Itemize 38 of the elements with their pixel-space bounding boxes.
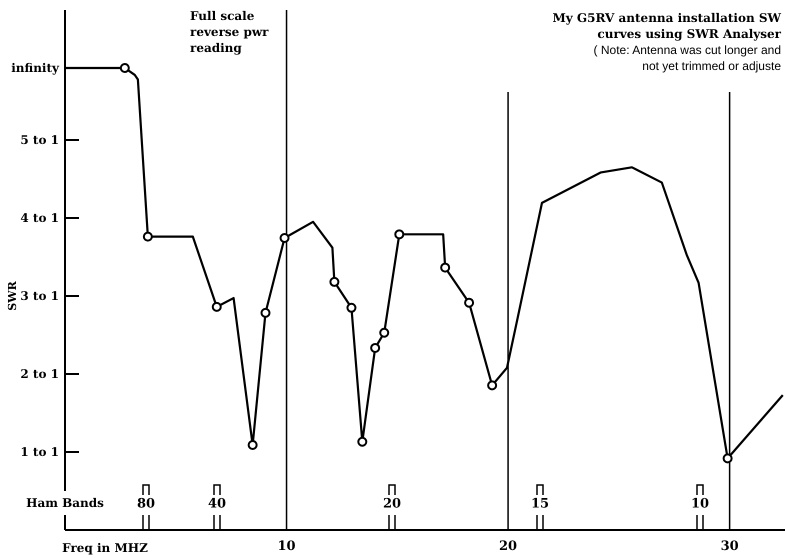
point	[260, 308, 270, 318]
text: 4 to 1	[20, 211, 59, 226]
annotation: 20	[382, 496, 402, 512]
text: 1 to 1	[20, 445, 59, 460]
annotation: 15	[530, 496, 550, 512]
point	[346, 302, 356, 313]
text: Full scale reverse pwr reading	[190, 9, 270, 55]
point	[357, 436, 368, 447]
x-axis-title: Freq in MHZ	[62, 541, 148, 555]
text: infinity	[11, 61, 60, 76]
point	[394, 229, 404, 240]
annotation: 80	[136, 496, 156, 512]
y-axis-title: SWR	[6, 280, 19, 311]
text: ( Note: Antenna was cut longer and	[594, 43, 781, 57]
point	[120, 63, 130, 73]
text: 3 to 1	[20, 289, 59, 304]
annotation: 10	[690, 496, 710, 512]
point	[248, 440, 258, 450]
point	[464, 298, 474, 308]
annotation: Ham Bands	[26, 496, 104, 510]
point	[379, 328, 390, 338]
point	[329, 276, 340, 287]
annotation: not yet trimmed or adjuste	[642, 59, 782, 73]
text: 5 to 1	[20, 133, 59, 148]
x-tick-label: 20	[499, 539, 518, 554]
text: 2 to 1	[20, 367, 59, 382]
point	[370, 342, 380, 353]
x-tick-label: 10	[277, 539, 296, 554]
x-tick-label: 30	[720, 539, 739, 554]
point	[212, 302, 222, 312]
chart-title: My G5RV antenna installation SW	[552, 11, 782, 25]
point	[487, 380, 498, 390]
point	[142, 232, 153, 242]
annotation: 40	[208, 496, 226, 512]
point	[280, 233, 290, 244]
point	[722, 453, 733, 464]
point	[440, 262, 450, 273]
chart-subtitle: curves using SWR Analyser	[597, 27, 782, 41]
